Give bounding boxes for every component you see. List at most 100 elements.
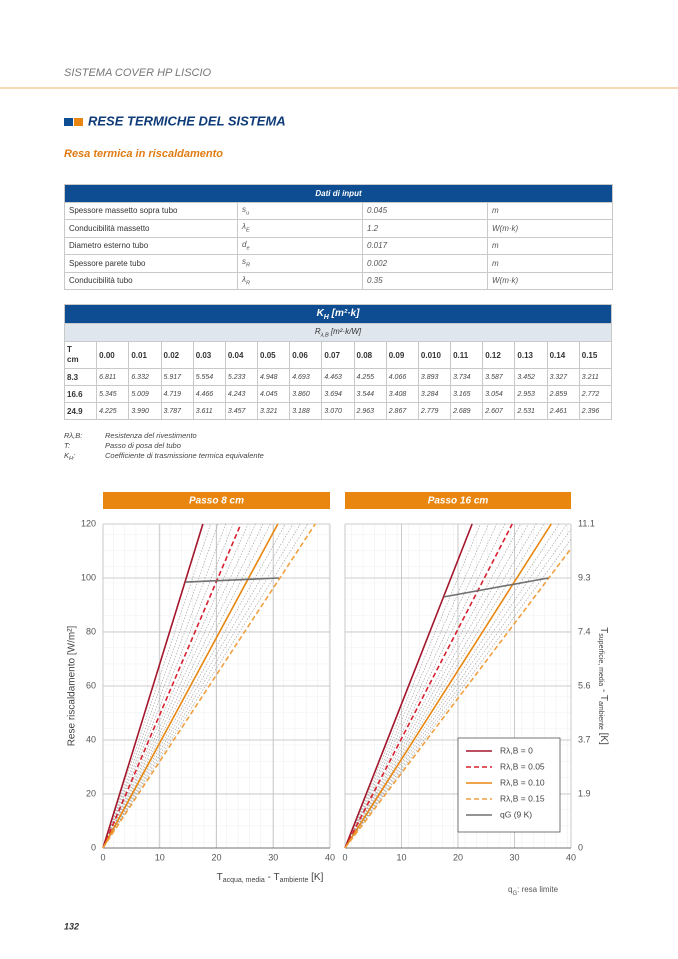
input-unit: m bbox=[486, 201, 614, 220]
y2-axis-title: Tsuperficie, media - Tambiente [K] bbox=[597, 627, 610, 745]
reference-line bbox=[102, 523, 264, 849]
y2-tick-label: 7.4 bbox=[578, 626, 591, 636]
kh-value: 3.165 bbox=[450, 385, 484, 403]
kh-value: 2.396 bbox=[578, 402, 613, 420]
legend-label: Rλ,B = 0.10 bbox=[500, 777, 545, 787]
reference-line bbox=[102, 523, 226, 849]
kh-value: 3.587 bbox=[482, 368, 516, 386]
input-row: Conducibilità tubo λR 0.35 W(m·k) bbox=[64, 271, 614, 290]
kh-value: 4.693 bbox=[289, 368, 323, 386]
note-key-sub: H bbox=[69, 456, 73, 462]
symbol-sub: e bbox=[246, 245, 250, 252]
input-table-title: Dati di input bbox=[63, 184, 614, 203]
kh-column-header: 0.03 bbox=[192, 341, 226, 369]
kh-title-main: K bbox=[316, 307, 324, 319]
kh-title-sub: H bbox=[323, 313, 329, 321]
kh-value: 6.332 bbox=[128, 368, 162, 386]
kh-title-rest: [m²·k] bbox=[328, 307, 360, 319]
kh-value: 3.070 bbox=[321, 402, 355, 420]
y2-tick-label: 3.7 bbox=[578, 734, 591, 744]
footnote: qG: resa limite bbox=[508, 885, 559, 896]
kh-value: 2.859 bbox=[546, 385, 580, 403]
legend-label: Rλ,B = 0 bbox=[500, 745, 533, 755]
kh-column-header: 0.09 bbox=[385, 341, 419, 369]
kh-value: 2.461 bbox=[546, 402, 580, 420]
reference-line bbox=[102, 523, 219, 849]
kh-column-header: 0.06 bbox=[289, 341, 323, 369]
title-tab bbox=[345, 492, 571, 509]
charts: Passo 8 cm0 10 20 30 40020406080100120Passo … bbox=[81, 492, 595, 862]
series-line bbox=[344, 523, 473, 849]
reference-line bbox=[102, 523, 234, 849]
legend-box bbox=[457, 737, 561, 833]
kh-value: 2.953 bbox=[514, 385, 548, 403]
x-tick-label: 0 bbox=[342, 852, 347, 862]
kh-value: 4.948 bbox=[257, 368, 291, 386]
kh-value: 3.211 bbox=[578, 368, 613, 386]
kh-value: 4.255 bbox=[353, 368, 387, 386]
kh-column-header: 0.04 bbox=[224, 341, 259, 369]
kh-column-header: 0.08 bbox=[353, 341, 387, 369]
page-number: 132 bbox=[64, 921, 79, 931]
kh-value: 2.963 bbox=[353, 402, 387, 420]
kh-column-header: 0.02 bbox=[160, 341, 194, 369]
input-unit: m bbox=[486, 254, 614, 273]
series-line bbox=[344, 523, 552, 849]
symbol-main: d bbox=[242, 239, 247, 249]
reference-line bbox=[102, 523, 249, 849]
footnote-key-sub: G bbox=[512, 891, 517, 897]
input-table: Dati di input Spessore massetto sopra tu… bbox=[63, 184, 614, 290]
reference-line bbox=[102, 523, 271, 849]
legend-label: Rλ,B = 0.05 bbox=[500, 761, 545, 771]
kh-value: 5.917 bbox=[160, 368, 194, 386]
x-axis-title: Tacqua, media - Tambiente [K] bbox=[217, 872, 324, 885]
input-label: Spessore massetto sopra tubo bbox=[64, 201, 238, 220]
note-text: Resistenza del rivestimento bbox=[105, 431, 197, 440]
kh-row-t: 8.3 bbox=[63, 368, 98, 386]
symbol-main: s bbox=[242, 204, 246, 214]
kh-table-subtitle: Rλ,B [m²·k/W] bbox=[64, 323, 612, 342]
kh-value: 3.452 bbox=[514, 368, 548, 386]
kh-value: 4.225 bbox=[96, 402, 130, 420]
kh-subtitle-sub: λ,B bbox=[320, 332, 329, 339]
kh-value: 5.554 bbox=[192, 368, 226, 386]
kh-value: 4.243 bbox=[224, 385, 259, 403]
input-value: 0.017 bbox=[362, 236, 488, 255]
input-value: 0.002 bbox=[362, 254, 488, 273]
x-title-part: [K] bbox=[308, 872, 323, 883]
section-title: RESE TERMICHE DEL SISTEMA bbox=[88, 113, 286, 128]
kh-column-header: 0.05 bbox=[257, 341, 291, 369]
x-tick-label: 0 bbox=[100, 852, 105, 862]
row-header-t: T bbox=[67, 345, 72, 354]
series-line bbox=[185, 577, 279, 583]
input-symbol: de bbox=[237, 236, 363, 255]
kh-value: 2.531 bbox=[514, 402, 548, 420]
kh-subtitle-main: R bbox=[314, 326, 321, 336]
note-key: KH: bbox=[64, 451, 75, 462]
input-label: Conducibilità massetto bbox=[64, 219, 238, 238]
y2-title-part: T bbox=[598, 627, 609, 633]
kh-value: 3.457 bbox=[224, 402, 259, 420]
kh-column-header: 0.13 bbox=[514, 341, 548, 369]
kh-value: 2.772 bbox=[578, 385, 613, 403]
kh-column-header: 0.01 bbox=[128, 341, 162, 369]
input-value: 0.35 bbox=[362, 271, 488, 290]
kh-column-header: 0.11 bbox=[450, 341, 484, 369]
kh-value: 3.611 bbox=[192, 402, 226, 420]
input-row: Conducibilità massetto λE 1.2 W(m·k) bbox=[64, 219, 614, 238]
series-line bbox=[344, 523, 513, 849]
subtitle: Resa termica in riscaldamento bbox=[64, 148, 223, 160]
kh-value: 3.694 bbox=[321, 385, 355, 403]
y2-tick-label: 1.9 bbox=[578, 788, 591, 798]
kh-value: 2.867 bbox=[385, 402, 419, 420]
symbol-sub: R bbox=[246, 263, 251, 270]
kh-value: 3.408 bbox=[385, 385, 419, 403]
series-line bbox=[102, 523, 316, 849]
title-tab bbox=[103, 492, 330, 509]
note-key: T: bbox=[64, 441, 70, 450]
reference-line bbox=[344, 523, 521, 849]
note-key-end: : bbox=[73, 451, 75, 460]
